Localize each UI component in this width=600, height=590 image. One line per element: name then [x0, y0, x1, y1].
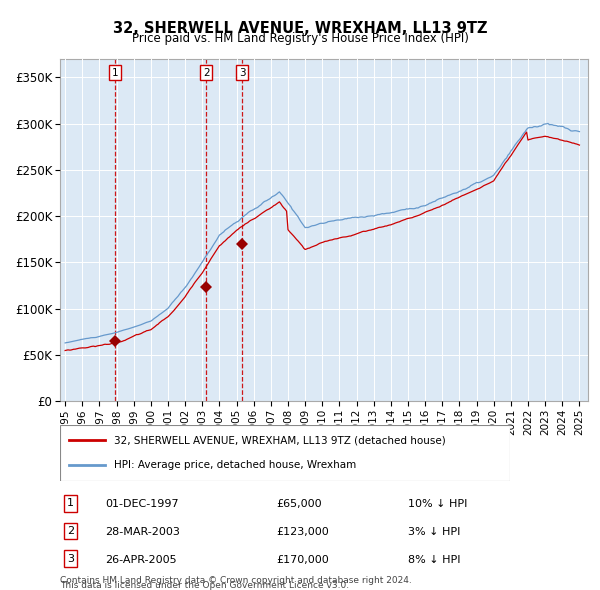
Text: 2: 2 [203, 68, 210, 78]
Text: 3% ↓ HPI: 3% ↓ HPI [408, 527, 460, 537]
Text: 1: 1 [112, 68, 119, 78]
Text: £170,000: £170,000 [276, 555, 329, 565]
Text: 8% ↓ HPI: 8% ↓ HPI [408, 555, 461, 565]
FancyBboxPatch shape [60, 425, 510, 481]
Text: 26-APR-2005: 26-APR-2005 [105, 555, 176, 565]
Text: 3: 3 [67, 554, 74, 563]
Text: 1: 1 [67, 499, 74, 508]
Text: 2: 2 [67, 526, 74, 536]
Text: 01-DEC-1997: 01-DEC-1997 [105, 500, 179, 509]
Text: Contains HM Land Registry data © Crown copyright and database right 2024.: Contains HM Land Registry data © Crown c… [60, 576, 412, 585]
Text: This data is licensed under the Open Government Licence v3.0.: This data is licensed under the Open Gov… [60, 581, 349, 590]
Text: 32, SHERWELL AVENUE, WREXHAM, LL13 9TZ: 32, SHERWELL AVENUE, WREXHAM, LL13 9TZ [113, 21, 487, 35]
Text: HPI: Average price, detached house, Wrexham: HPI: Average price, detached house, Wrex… [114, 460, 356, 470]
Text: 32, SHERWELL AVENUE, WREXHAM, LL13 9TZ (detached house): 32, SHERWELL AVENUE, WREXHAM, LL13 9TZ (… [114, 435, 446, 445]
Text: 10% ↓ HPI: 10% ↓ HPI [408, 500, 467, 509]
Text: £123,000: £123,000 [276, 527, 329, 537]
Text: £65,000: £65,000 [276, 500, 322, 509]
Text: 3: 3 [239, 68, 245, 78]
Text: Price paid vs. HM Land Registry's House Price Index (HPI): Price paid vs. HM Land Registry's House … [131, 32, 469, 45]
Text: 28-MAR-2003: 28-MAR-2003 [105, 527, 180, 537]
